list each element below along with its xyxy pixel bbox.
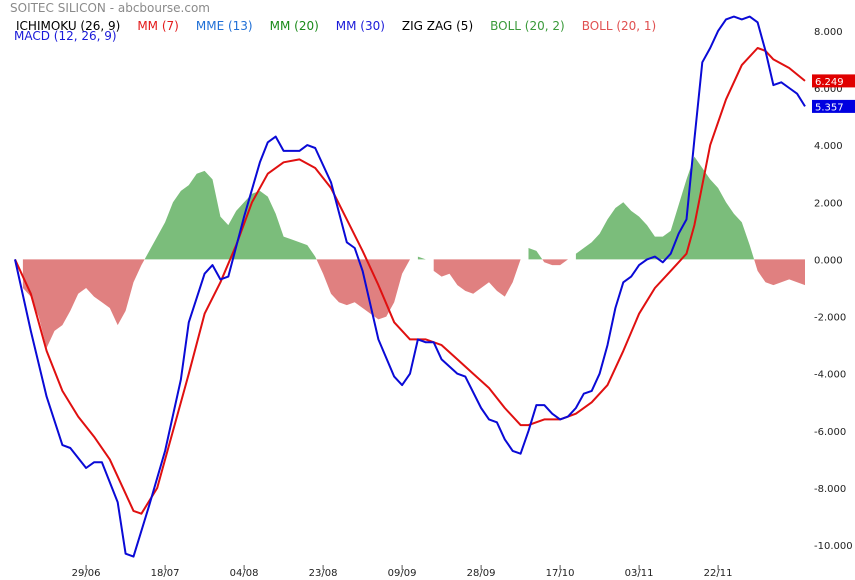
macd-line <box>14 15 806 558</box>
y-tick-label: 6.000 <box>814 84 843 95</box>
x-tick-label: 09/09 <box>388 568 417 579</box>
histogram-negative-area <box>433 259 529 297</box>
last-value-label: 6.249 <box>815 77 844 88</box>
legend-item: MME (13) <box>195 19 253 33</box>
last-value-marker <box>812 99 855 113</box>
y-tick-label: -10.000 <box>814 541 853 552</box>
x-tick-label: 04/08 <box>230 568 259 579</box>
y-tick-label: -2.000 <box>814 313 846 324</box>
x-tick-label: 29/06 <box>72 568 101 579</box>
legend-item: MM (7) <box>137 19 179 33</box>
legend-item: BOLL (20, 1) <box>581 19 657 33</box>
x-tick-label: 17/10 <box>546 568 575 579</box>
y-tick-label: -6.000 <box>814 427 846 438</box>
y-tick-label: 2.000 <box>814 198 843 209</box>
histogram-positive-area <box>417 256 434 260</box>
indicator-legend: ICHIMOKU (26, 9) MM (7) MME (13) MM (20) MM … <box>16 19 673 33</box>
legend-item: ZIG ZAG (5) <box>401 19 474 33</box>
legend-item: MM (30) <box>335 19 385 33</box>
histogram-negative-area <box>542 259 576 266</box>
y-tick-label: -8.000 <box>814 484 846 495</box>
y-tick-label: 4.000 <box>814 141 843 152</box>
histogram-positive-area <box>575 156 755 260</box>
histogram-positive-area <box>528 248 543 260</box>
x-tick-label: 22/11 <box>704 568 733 579</box>
last-value-label: 5.357 <box>815 102 844 113</box>
y-tick-label: 8.000 <box>814 27 843 38</box>
macd-label: MACD (12, 26, 9) <box>14 29 117 43</box>
x-tick-label: 28/09 <box>467 568 496 579</box>
x-tick-label: 03/11 <box>625 568 654 579</box>
histogram-negative-area <box>22 259 145 348</box>
legend-item: MM (20) <box>269 19 319 33</box>
x-tick-label: 18/07 <box>151 568 180 579</box>
legend-item: ICHIMOKU (26, 9) <box>16 19 121 33</box>
x-tick-label: 23/08 <box>309 568 338 579</box>
histogram-negative-area <box>754 259 805 286</box>
y-tick-label: -4.000 <box>814 370 846 381</box>
last-value-marker <box>812 74 855 88</box>
y-tick-label: 0.000 <box>814 255 843 266</box>
legend-item: BOLL (20, 2) <box>490 19 565 33</box>
histogram-positive-area <box>144 170 317 260</box>
chart-title: SOITEC SILICON - abcbourse.com <box>10 1 210 15</box>
